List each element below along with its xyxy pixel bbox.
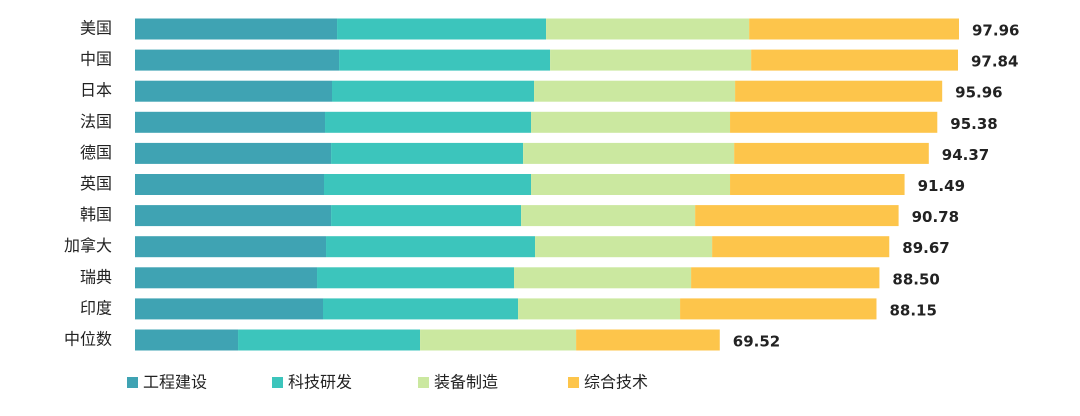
bar-segment	[135, 111, 326, 133]
total-label: 89.67	[902, 239, 949, 257]
bar-segment	[695, 205, 899, 227]
bar-segment	[691, 267, 880, 289]
bar-segment	[680, 298, 877, 320]
total-label: 95.96	[955, 84, 1002, 102]
bar-segment	[322, 298, 519, 320]
bar-segment	[339, 49, 551, 71]
bar-segment	[576, 329, 720, 351]
total-label: 88.15	[889, 301, 936, 319]
bar-segment	[326, 236, 536, 258]
bar-segment	[135, 298, 323, 320]
legend-label: 科技研发	[288, 373, 352, 392]
total-label: 94.37	[942, 146, 989, 164]
category-label: 中位数	[64, 330, 112, 349]
bar-segment	[325, 111, 532, 133]
legend-label: 工程建设	[143, 373, 207, 392]
bar-segment	[514, 267, 692, 289]
bar-segment	[749, 18, 959, 40]
category-label: 日本	[80, 81, 112, 100]
legend-label: 综合技术	[584, 373, 648, 392]
total-label: 91.49	[918, 177, 965, 195]
total-label: 88.50	[892, 270, 939, 288]
category-label: 中国	[80, 50, 112, 69]
bar-segment	[135, 80, 332, 102]
total-label: 95.38	[950, 115, 997, 133]
bar-segment	[521, 205, 696, 227]
category-label: 韩国	[80, 205, 112, 224]
category-label: 英国	[80, 174, 112, 193]
bar-segment	[337, 18, 547, 40]
bar-segment	[518, 298, 681, 320]
bar-segment	[135, 49, 340, 71]
bar-segment	[550, 49, 752, 71]
category-label: 德国	[80, 143, 112, 162]
legend-swatch	[127, 377, 138, 388]
bar-segment	[135, 205, 332, 227]
category-label: 法国	[80, 112, 112, 131]
total-label: 97.84	[971, 53, 1018, 71]
bar-segment	[135, 236, 327, 258]
bar-segment	[420, 329, 577, 351]
bar-segment	[735, 80, 943, 102]
bar-segment	[331, 80, 535, 102]
bar-segment	[238, 329, 421, 351]
category-label: 印度	[80, 298, 112, 317]
bar-segment	[531, 111, 731, 133]
bar-segment	[523, 142, 735, 164]
legend-swatch	[418, 377, 429, 388]
category-label: 美国	[80, 19, 112, 38]
bar-segment	[730, 111, 938, 133]
category-label: 加拿大	[64, 236, 112, 255]
total-label: 69.52	[733, 333, 780, 351]
bar-segment	[135, 142, 332, 164]
bar-segment	[734, 142, 929, 164]
bar-segment	[534, 80, 736, 102]
bar-segment	[546, 18, 750, 40]
bar-segment	[317, 267, 515, 289]
total-label: 97.96	[972, 22, 1019, 40]
bar-segment	[135, 174, 325, 195]
bar-segment	[135, 18, 338, 40]
legend-swatch	[272, 377, 283, 388]
bar-segment	[135, 329, 239, 351]
bar-segment	[751, 49, 958, 71]
category-label: 瑞典	[80, 267, 112, 286]
bar-segment	[135, 267, 318, 289]
bar-segment	[531, 174, 731, 195]
bar-segment	[730, 174, 905, 195]
bar-segment	[324, 174, 532, 195]
legend-swatch	[568, 377, 579, 388]
bar-segment	[712, 236, 890, 258]
legend-label: 装备制造	[434, 373, 498, 392]
bar-segment	[331, 205, 522, 227]
bar-segment	[331, 142, 524, 164]
bar-segment	[535, 236, 713, 258]
total-label: 90.78	[912, 208, 959, 226]
